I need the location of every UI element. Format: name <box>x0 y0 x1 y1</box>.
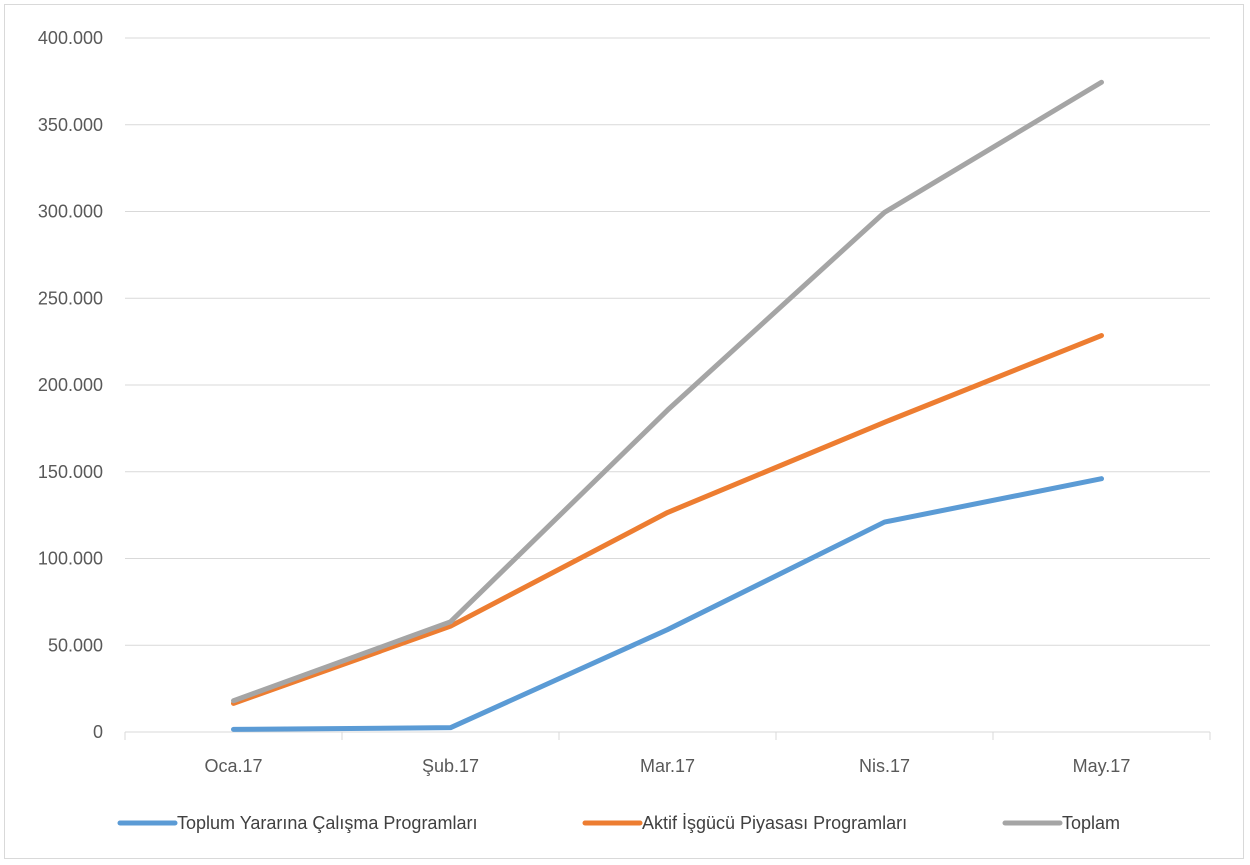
x-axis-labels: Oca.17 Şub.17 Mar.17 Nis.17 May.17 <box>204 756 1130 776</box>
y-tick-label: 100.000 <box>38 549 103 569</box>
x-tick-label: Nis.17 <box>859 756 910 776</box>
y-tick-label: 250.000 <box>38 288 103 308</box>
y-tick-label: 50.000 <box>48 635 103 655</box>
x-tick-label: Oca.17 <box>204 756 262 776</box>
legend-label: Toplam <box>1062 813 1120 833</box>
x-tick-label: May.17 <box>1073 756 1131 776</box>
gridlines <box>125 37 1210 646</box>
x-tick-label: Şub.17 <box>422 756 479 776</box>
y-tick-label: 400.000 <box>38 28 103 48</box>
y-tick-label: 0 <box>93 722 103 742</box>
y-tick-label: 300.000 <box>38 202 103 222</box>
legend: Toplum Yararına Çalışma Programları Aktif… <box>117 813 1120 833</box>
y-tick-label: 150.000 <box>38 462 103 482</box>
x-tick-label: Mar.17 <box>640 756 695 776</box>
chart-frame <box>4 4 1244 859</box>
y-tick-label: 200.000 <box>38 375 103 395</box>
legend-label: Aktif İşgücü Piyasası Programları <box>642 813 907 833</box>
series-line-2 <box>231 333 1104 706</box>
y-tick-label: 350.000 <box>38 115 103 135</box>
series-line-3 <box>231 79 1104 704</box>
legend-label: Toplum Yararına Çalışma Programları <box>177 813 477 833</box>
series-line-1 <box>231 476 1104 732</box>
y-axis-labels: 0 50.000 100.000 150.000 200.000 250.000 300.0… <box>38 28 103 742</box>
series-lines <box>231 79 1104 732</box>
x-axis <box>124 731 1211 740</box>
